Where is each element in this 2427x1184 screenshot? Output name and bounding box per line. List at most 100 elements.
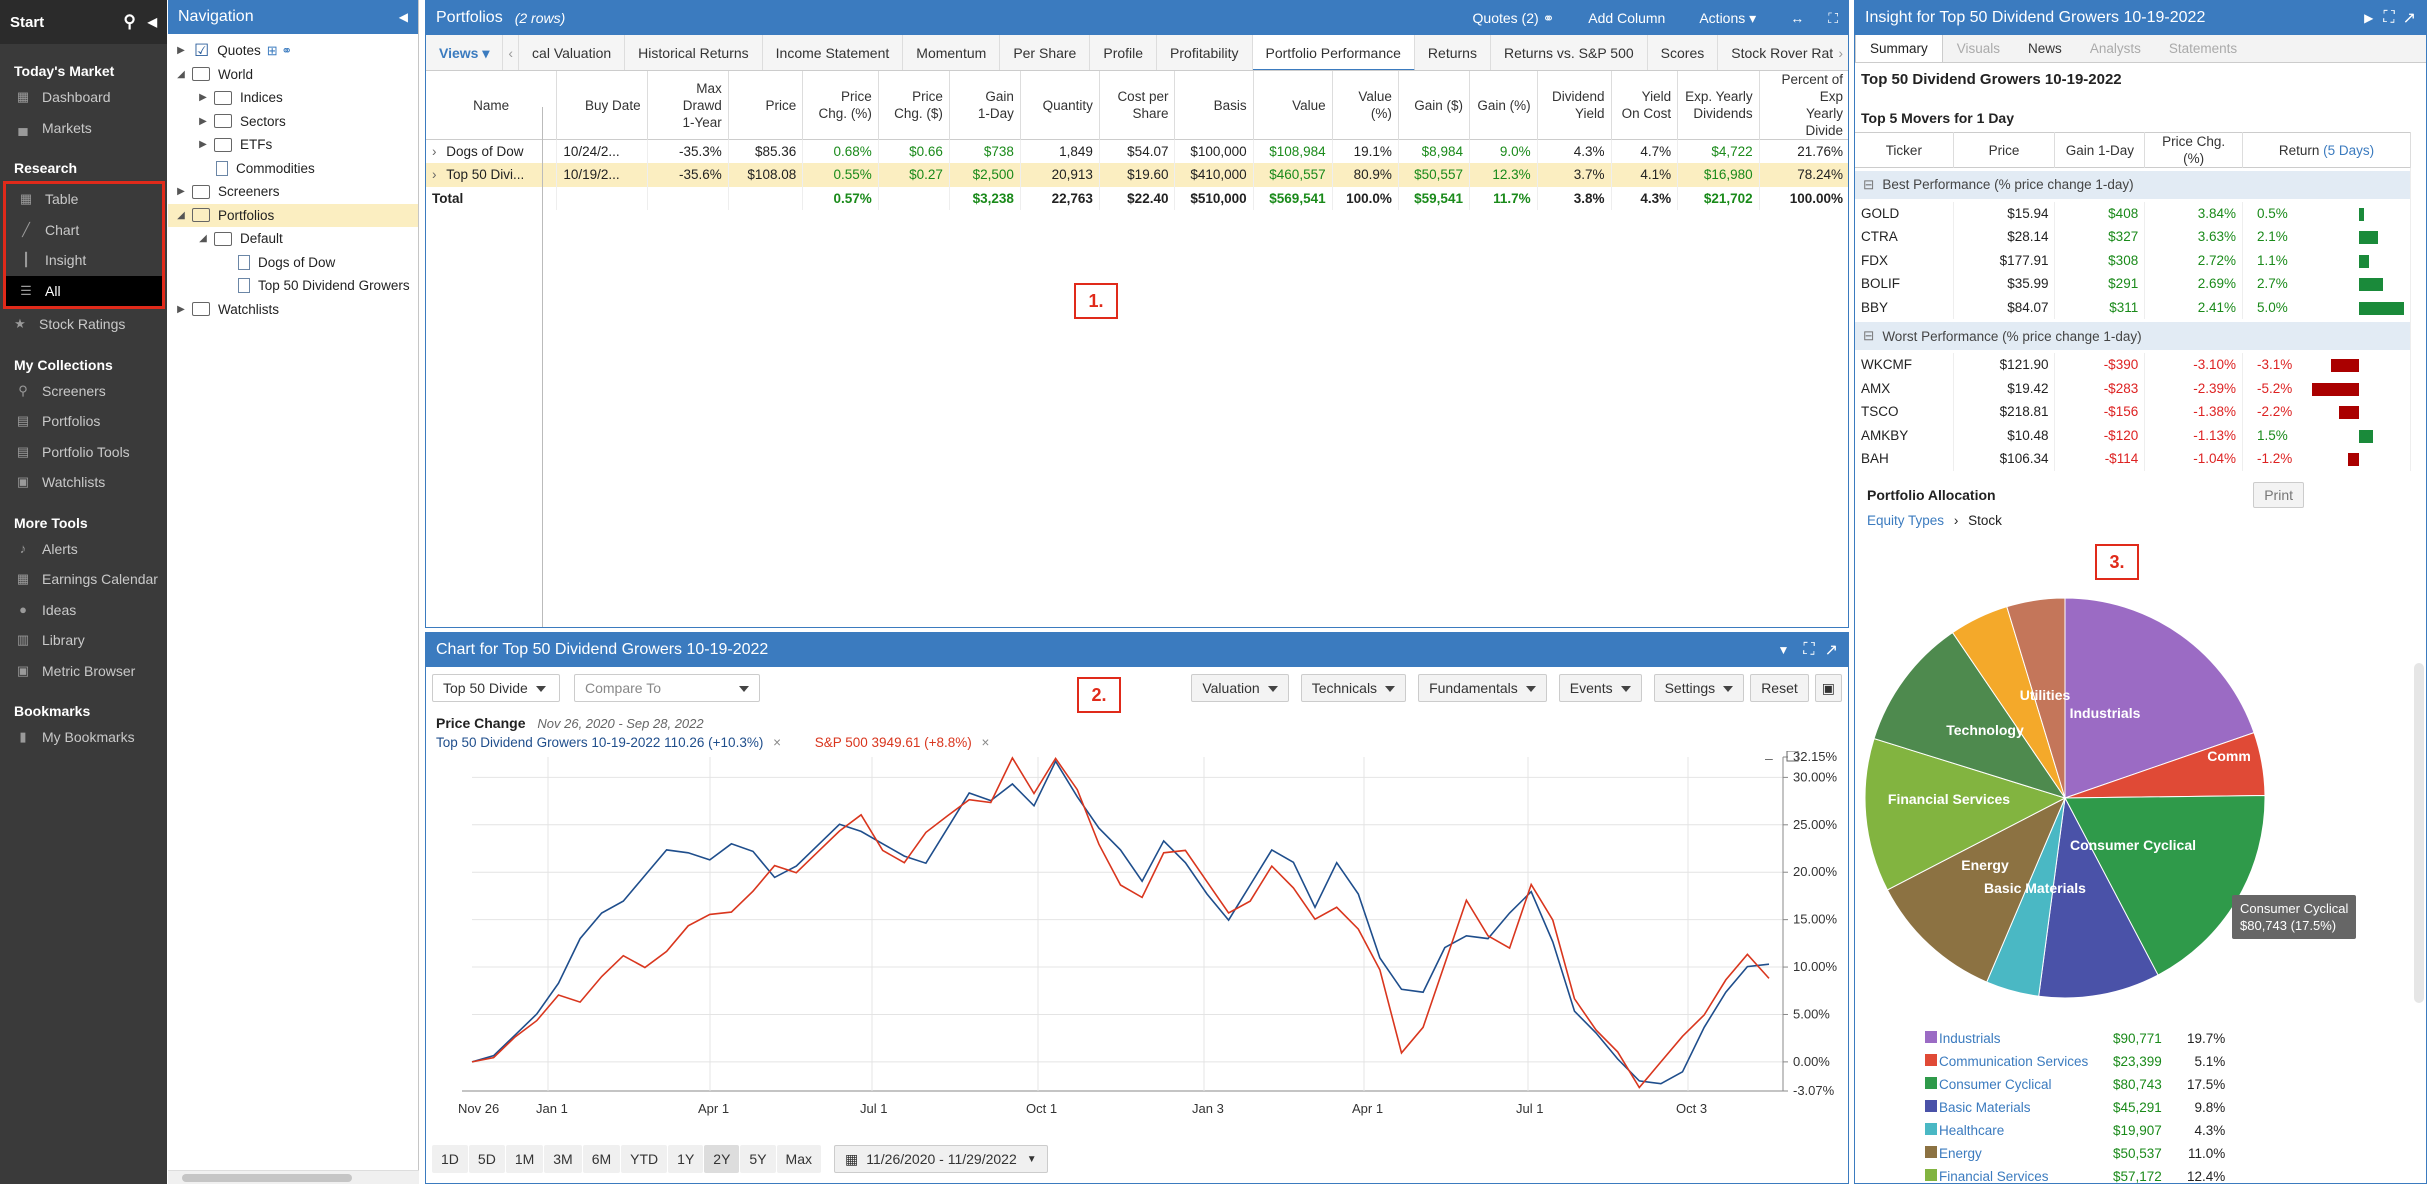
legend-name[interactable]: Communication Services	[1939, 1054, 2089, 1069]
quotes-button[interactable]: Quotes (2) ⚭	[1472, 9, 1555, 26]
pie-slice[interactable]	[2038, 796, 2159, 999]
column-header[interactable]: Gain (%)	[1469, 71, 1538, 140]
row-name[interactable]: › Dogs of Dow	[426, 139, 558, 163]
events-button[interactable]: Events	[1558, 674, 1642, 702]
column-header[interactable]: Dividend Yield	[1537, 71, 1612, 140]
chevron-right-icon[interactable]: ▶	[177, 303, 185, 315]
start-item-all[interactable]: ☰ All	[6, 275, 162, 306]
start-item-alerts[interactable]: ♪ Alerts	[0, 534, 167, 565]
period-2y[interactable]: 2Y	[704, 1145, 740, 1173]
legend-row[interactable]: Energy $50,537 11.0%	[1917, 1142, 2231, 1165]
period-1m[interactable]: 1M	[505, 1145, 544, 1173]
period-1d[interactable]: 1D	[432, 1145, 468, 1173]
period-6m[interactable]: 6M	[582, 1145, 621, 1173]
movers-col-header[interactable]: Ticker	[1855, 132, 1954, 168]
chevron-right-icon[interactable]: ›	[432, 144, 441, 159]
views-button[interactable]: Views ▾	[426, 35, 504, 70]
start-item-screeners[interactable]: ⚲ Screeners	[0, 376, 167, 407]
mover-row[interactable]: AMX $19.42 -$283 -2.39% -5.2%	[1855, 376, 2411, 400]
checkbox-icon[interactable]: ☑	[194, 40, 210, 60]
row-name[interactable]: Total	[426, 186, 558, 210]
settings-button[interactable]: Settings	[1653, 674, 1745, 702]
table-row[interactable]: Total 0.57% $3,238 22,763 $22.40 $510,000 $569…	[426, 186, 1848, 210]
maximize-icon[interactable]: ⛶	[2383, 9, 2395, 26]
pie-slice[interactable]	[1886, 796, 2067, 983]
period-5y[interactable]: 5Y	[740, 1145, 776, 1173]
table-row[interactable]: › Top 50 Divi... 10/19/2... -35.6% $108.08 0…	[426, 163, 1848, 187]
mover-row[interactable]: FDX $177.91 $308 2.72% 1.1%	[1855, 248, 2411, 272]
start-item-chart[interactable]: ╱ Chart	[6, 215, 162, 246]
camera-icon[interactable]: ▣	[1814, 674, 1842, 702]
legend-row[interactable]: Consumer Cyclical $80,743 17.5%	[1917, 1073, 2231, 1096]
nav-node-commodities[interactable]: Commodities	[168, 157, 418, 181]
tab-momentum[interactable]: Momentum	[903, 35, 1001, 70]
column-header[interactable]: Name	[426, 71, 558, 140]
allocation-pie-chart[interactable]: Industrials Comm Consumer Cyclical Basic Ma…	[1865, 598, 2285, 1018]
nav-node-sectors[interactable]: ▶ Sectors	[168, 110, 418, 134]
nav-node-world[interactable]: ◢ World	[168, 63, 418, 87]
insight-tab-news[interactable]: News	[2028, 41, 2062, 56]
start-item-stock-ratings[interactable]: ★ Stock Ratings	[0, 309, 167, 340]
quotes-tools-icon[interactable]: ⊞ ⚭	[266, 42, 293, 58]
tab-profile[interactable]: Profile	[1090, 35, 1158, 70]
remove-series-2-icon[interactable]: ×	[981, 735, 990, 750]
chevron-right-icon[interactable]: ›	[432, 167, 441, 183]
pie-slice[interactable]	[1865, 737, 2067, 891]
chevron-right-icon[interactable]: ▶	[199, 139, 207, 151]
mover-row[interactable]: TSCO $218.81 -$156 -1.38% -2.2%	[1855, 400, 2411, 424]
price-chart[interactable]: 32.15% 30.00% 25.00% 20.00% 15.00% 10.00% 5.00…	[426, 751, 1848, 1131]
movers-col-header[interactable]: Return (5 Days)	[2242, 132, 2411, 168]
period-1y[interactable]: 1Y	[668, 1145, 704, 1173]
start-item-watchlists[interactable]: ▣ Watchlists	[0, 467, 167, 498]
legend-row[interactable]: Basic Materials $45,291 9.8%	[1917, 1096, 2231, 1119]
maximize-icon[interactable]: ⛶	[1828, 9, 1838, 26]
mover-row[interactable]: AMKBY $10.48 -$120 -1.13% 1.5%	[1855, 423, 2411, 447]
popout-icon[interactable]: ↗	[1824, 642, 1838, 659]
movers-col-header[interactable]: Price	[1953, 132, 2056, 168]
tab-cal-valuation[interactable]: cal Valuation	[519, 35, 626, 70]
remove-series-1-icon[interactable]: ×	[773, 735, 781, 750]
nav-node-quotes[interactable]: ▶ ☑ Quotes ⊞ ⚭	[168, 39, 418, 63]
tab-portfolio-performance[interactable]: Portfolio Performance	[1252, 35, 1415, 70]
tab-profitability[interactable]: Profitability	[1157, 35, 1253, 70]
legend-name[interactable]: Basic Materials	[1939, 1100, 2031, 1115]
movers-col-header[interactable]: Gain 1-Day	[2054, 132, 2146, 168]
return-period-link[interactable]: (5 Days)	[2323, 142, 2375, 158]
date-range-picker[interactable]: ▦ 11/26/2020 - 11/29/2022 ▼	[834, 1145, 1048, 1173]
legend-name[interactable]: Financial Services	[1939, 1169, 2049, 1183]
popout-icon[interactable]: ↗	[2402, 10, 2416, 27]
column-header[interactable]: Price	[728, 71, 804, 140]
movers-col-header[interactable]: Price Chg. (%)	[2144, 132, 2243, 168]
legend-row[interactable]: Financial Services $57,172 12.4%	[1917, 1165, 2231, 1183]
nav-node-top-50-dividend-growers[interactable]: Top 50 Dividend Growers	[168, 274, 418, 298]
table-toggle-icon[interactable]	[1786, 751, 1799, 762]
compare-input[interactable]: Compare To	[574, 674, 760, 702]
tab-historical-returns[interactable]: Historical Returns	[625, 35, 763, 70]
pie-slice[interactable]	[2006, 598, 2066, 799]
chevron-down-icon[interactable]: ◢	[177, 68, 185, 80]
tab-returns[interactable]: Returns	[1415, 35, 1491, 70]
insight-tab-statements[interactable]: Statements	[2168, 41, 2238, 56]
column-header[interactable]: Buy Date	[556, 71, 648, 140]
table-row[interactable]: › Dogs of Dow 10/24/2... -35.3% $85.36 0.68%…	[426, 139, 1848, 163]
chevron-down-icon[interactable]: ▼	[1777, 643, 1790, 657]
legend-name[interactable]: Energy	[1939, 1146, 1982, 1161]
legend-name[interactable]: Consumer Cyclical	[1939, 1077, 2052, 1092]
column-header[interactable]: Price Chg. (%)	[802, 71, 879, 140]
tab-stock-rover-rating[interactable]: Stock Rover Rating	[1718, 35, 1833, 70]
maximize-icon[interactable]: ⛶	[1803, 641, 1815, 658]
start-item-metric-browser[interactable]: ▣ Metric Browser	[0, 656, 167, 687]
column-header[interactable]: Basis	[1174, 71, 1254, 140]
mover-row[interactable]: BAH $106.34 -$114 -1.04% -1.2%	[1855, 447, 2411, 471]
pie-slice[interactable]	[1873, 631, 2067, 799]
column-header[interactable]: Percent of Exp Yearly Divide	[1759, 71, 1848, 140]
nav-scrollbar[interactable]	[168, 1170, 419, 1184]
nav-node-screeners[interactable]: ▶ Screeners	[168, 180, 418, 204]
nav-node-dogs-of-dow[interactable]: Dogs of Dow	[168, 251, 418, 275]
tabs-scroll-right-icon[interactable]: ›	[1838, 44, 1843, 61]
chevron-down-icon[interactable]: ◢	[199, 233, 207, 245]
nav-node-indices[interactable]: ▶ Indices	[168, 86, 418, 110]
period-3m[interactable]: 3M	[544, 1145, 582, 1173]
technicals-button[interactable]: Technicals	[1300, 674, 1407, 702]
tab-returns-vs-s-p-500[interactable]: Returns vs. S&P 500	[1491, 35, 1648, 70]
